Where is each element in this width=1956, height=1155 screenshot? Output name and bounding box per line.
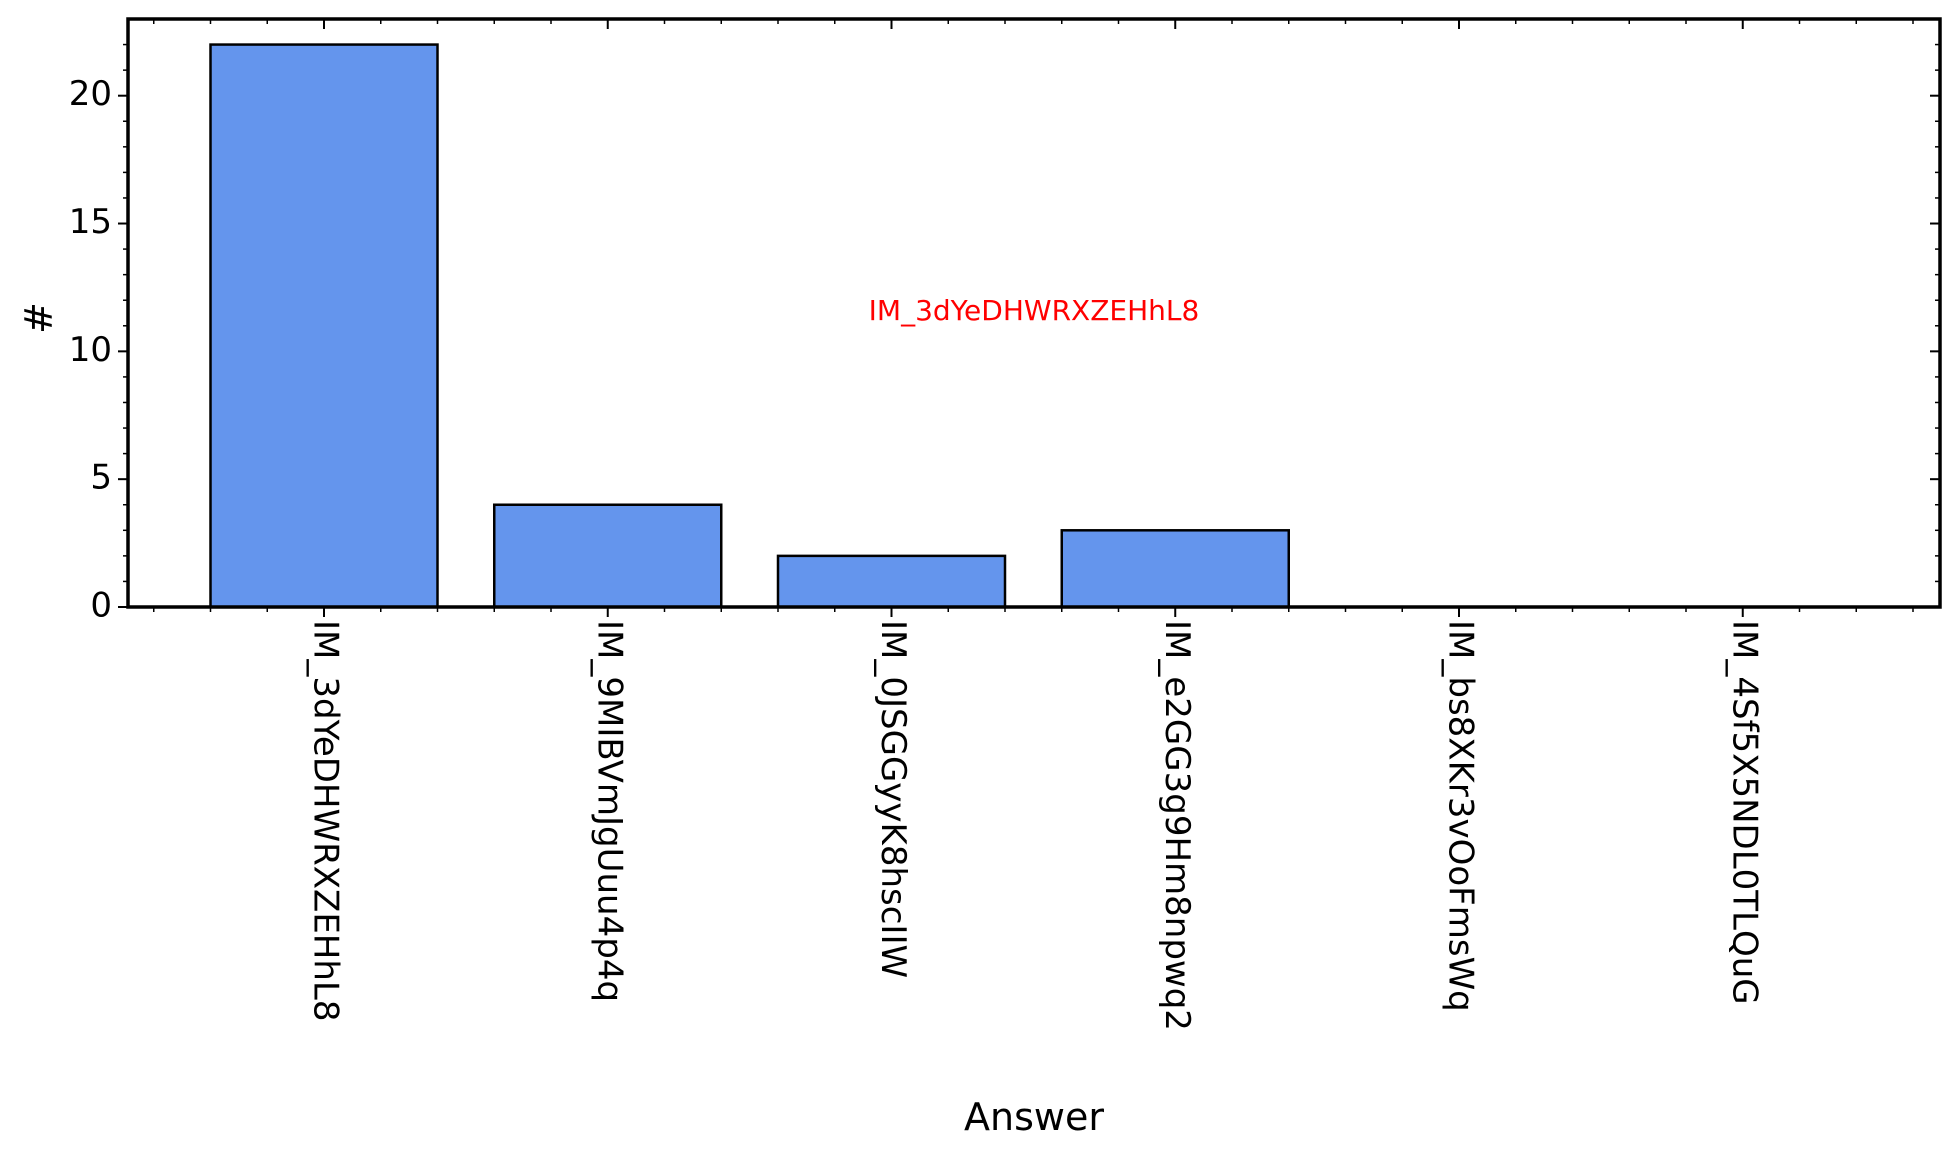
- x-tick-label: IM_e2GG3g9Hm8npwq2: [1157, 620, 1197, 1031]
- chart-annotation: IM_3dYeDHWRXZEHhL8: [869, 294, 1200, 327]
- plot-frame: [126, 17, 1942, 609]
- y-tick-label: 15: [69, 202, 112, 242]
- x-tick-label: IM_0JSGGyyK8hscIIW: [873, 620, 913, 978]
- y-tick-label: 10: [69, 330, 112, 370]
- x-tick-label: IM_bs8XKr3vOoFmsWq: [1441, 620, 1481, 1012]
- y-tick-label: 20: [69, 74, 112, 114]
- bars-group: [209, 43, 1290, 609]
- bar-IM_3dYeDHWRXZEHhL8: [209, 43, 439, 609]
- bar-IM_e2GG3g9Hm8npwq2: [1060, 529, 1290, 609]
- y-axis-label: #: [17, 302, 61, 334]
- y-tick-label: 0: [90, 586, 112, 626]
- y-tick-label: 5: [90, 458, 112, 498]
- bar-IM_9MIBVmJgUuu4p4q: [493, 503, 723, 609]
- bar-IM_0JSGGyyK8hscIIW: [776, 554, 1007, 609]
- x-tick-label: IM_3dYeDHWRXZEHhL8: [306, 620, 346, 1022]
- x-tick-label: IM_9MIBVmJgUuu4p4q: [589, 620, 629, 1002]
- x-ticks-group: IM_3dYeDHWRXZEHhL8 IM_9MIBVmJgUuu4p4q IM_0…: [153, 19, 1914, 1031]
- x-tick-label: IM_4Sf5X5NDL0TLQuG: [1724, 620, 1764, 1005]
- x-axis-label: Answer: [964, 1095, 1104, 1139]
